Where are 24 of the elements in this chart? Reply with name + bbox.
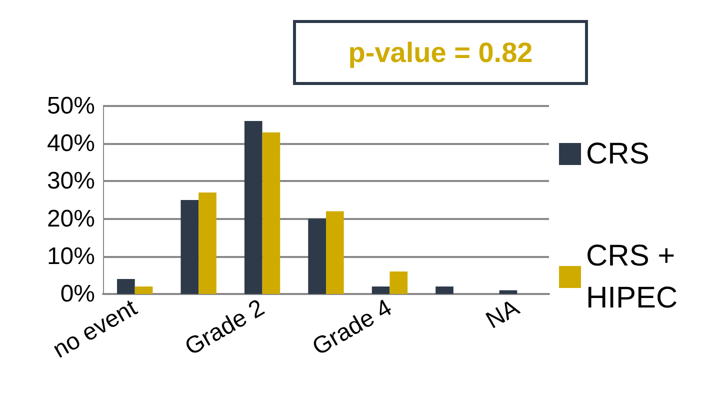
y-tick-label: 20% bbox=[46, 205, 95, 232]
legend-label: CRS bbox=[586, 138, 650, 170]
bar bbox=[198, 192, 216, 294]
y-tick-label: 30% bbox=[46, 168, 95, 195]
x-tick-label: NA bbox=[482, 294, 524, 334]
bar bbox=[134, 286, 153, 294]
bar bbox=[262, 132, 280, 294]
bar bbox=[117, 278, 135, 294]
bar bbox=[308, 218, 326, 294]
bar bbox=[499, 290, 518, 294]
y-tick-label: 0% bbox=[60, 280, 95, 308]
y-tick-label: 40% bbox=[46, 130, 95, 158]
legend-label: CRS + HIPEC bbox=[586, 240, 684, 314]
text: p-value = 0.82 bbox=[348, 37, 533, 68]
y-tick-label: 50% bbox=[46, 92, 95, 120]
bar bbox=[326, 211, 344, 294]
bar bbox=[372, 286, 390, 294]
x-tick-label: Grade 2 bbox=[180, 294, 270, 362]
bar bbox=[180, 200, 199, 294]
bar bbox=[244, 121, 262, 294]
x-tick-label: Grade 4 bbox=[308, 294, 396, 362]
bar bbox=[390, 271, 408, 294]
y-tick-label: 10% bbox=[46, 242, 95, 270]
bar bbox=[436, 286, 454, 294]
